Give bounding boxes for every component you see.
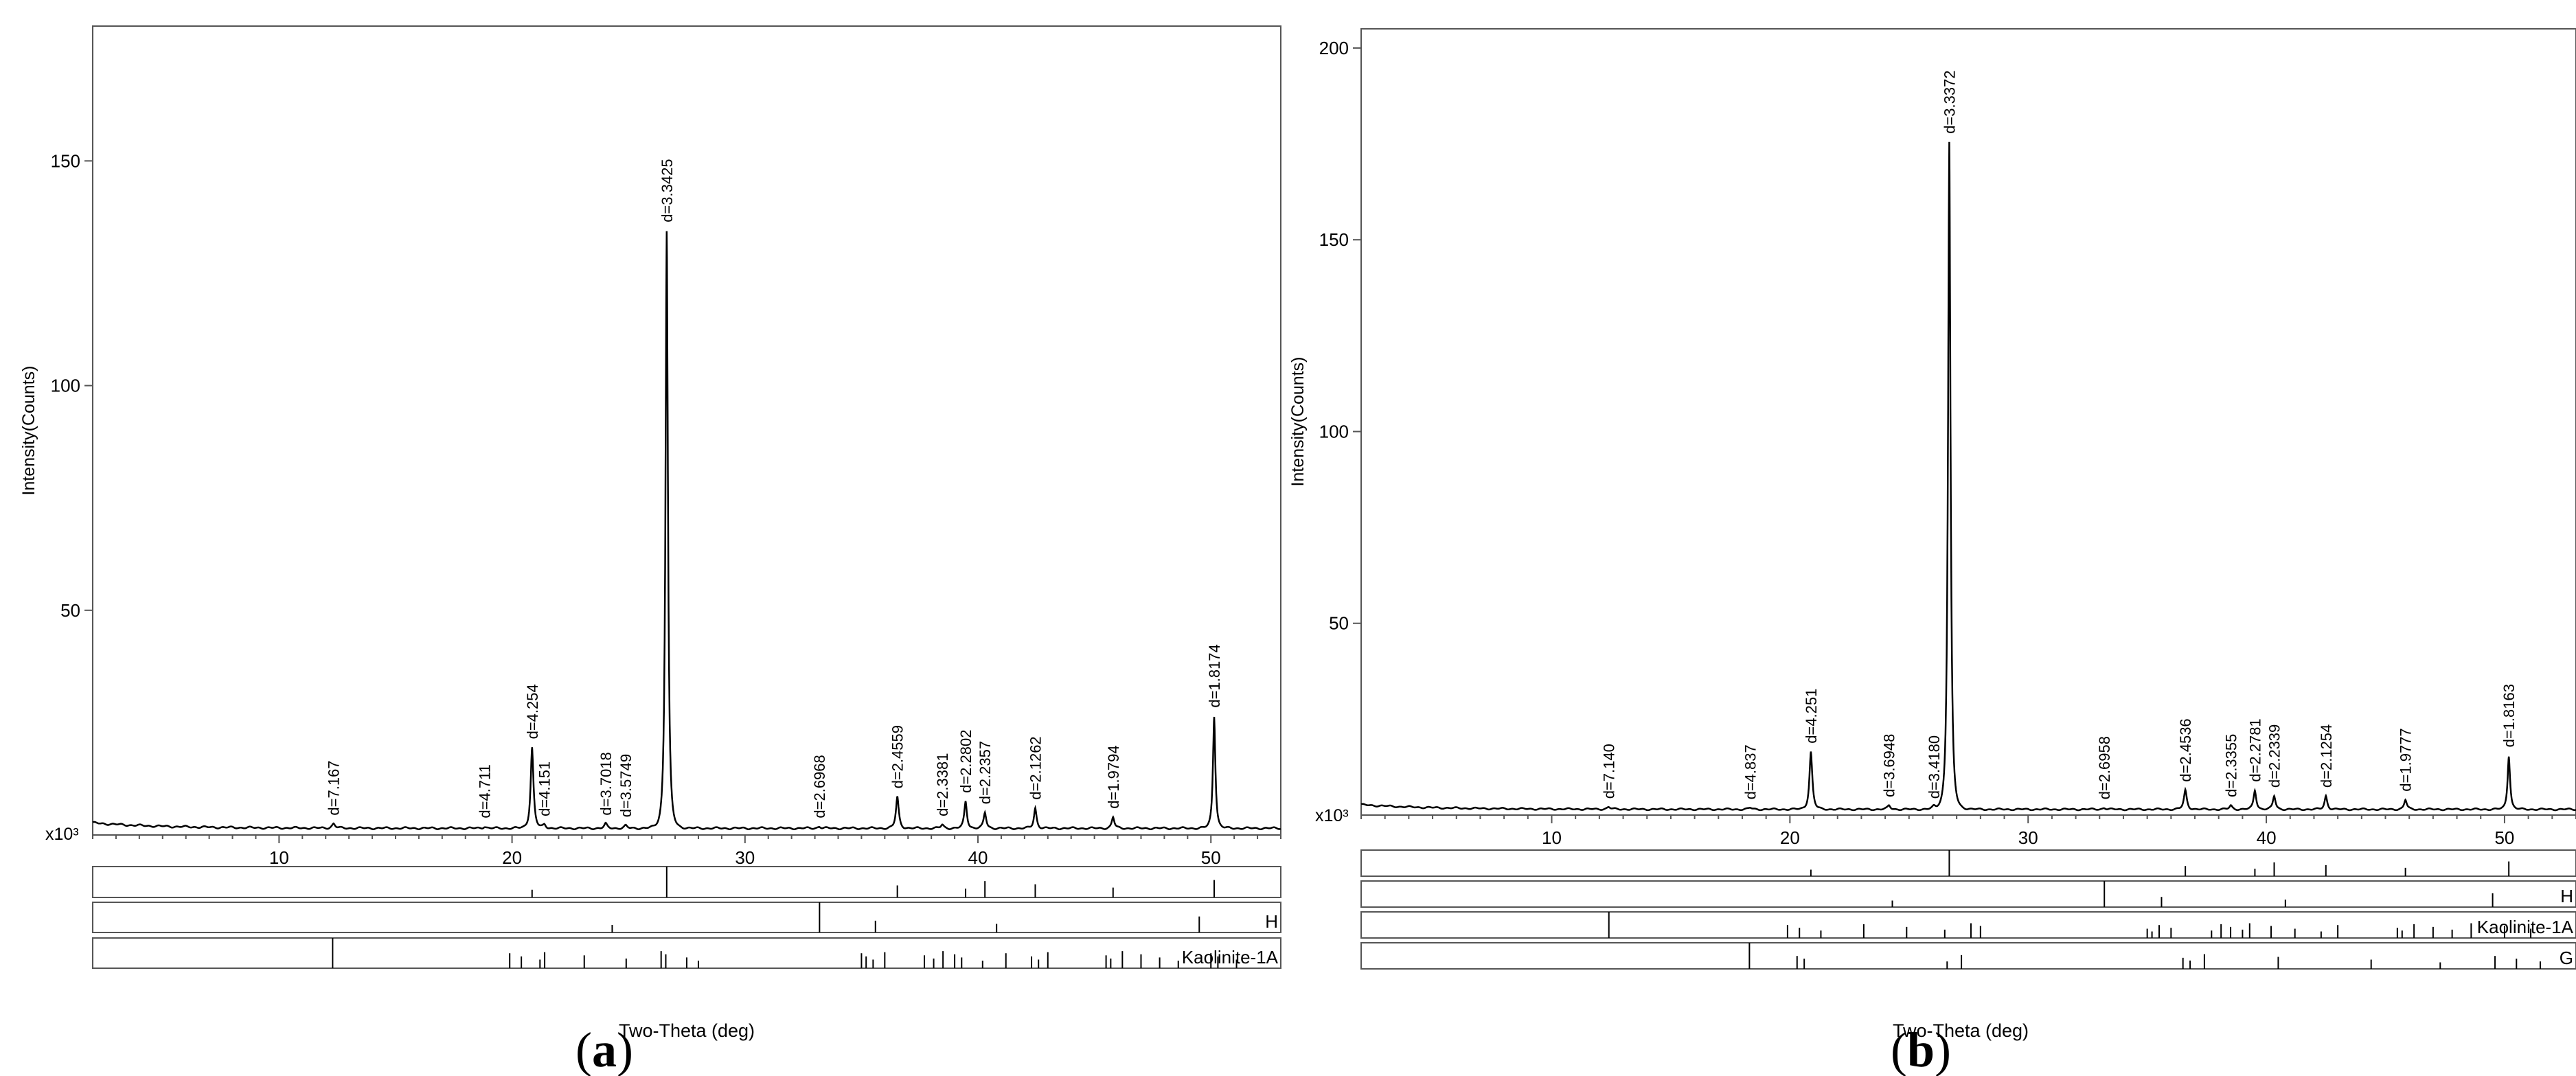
x-tick-label: 50 [1201,847,1221,868]
x-tick-label: 10 [1542,827,1562,848]
peak-label: d=1.8163 [2500,684,2518,747]
y-tick-label: 50 [60,600,80,621]
reference-phase-name: Kaolinite-1A [2477,917,2574,937]
panel-b-chart: 50 100 150 200 10 20 30 40 50 d=7.140 d=4.837 d=4… [1288,28,2576,1076]
peak-label: d=2.2802 [957,730,974,793]
peak-label: d=4.151 [536,762,554,816]
panel-a-x-ticks: 10 20 30 40 50 [92,835,1281,868]
reference-pattern-bar [1360,880,2576,908]
peak-label: d=2.6958 [2096,736,2113,799]
peak-label: d=2.1262 [1027,736,1045,799]
x-tick-label: 40 [968,847,988,868]
panel-b-diffraction-line [1360,141,2576,812]
reference-pattern-bar [92,902,1281,933]
panel-a-y-axis-label: Intensity(Counts) [19,366,38,496]
panel-a-y-multiplier-label: x10³ [45,825,79,844]
panel-b-label: (b) [1891,1022,1951,1076]
panel-a-y-ticks: 50 100 150 [51,150,93,621]
panel-b-y-multiplier-label: x10³ [1315,806,1349,825]
y-tick-label: 200 [1319,38,1349,58]
x-tick-label: 30 [735,847,755,868]
peak-label: d=2.4536 [2177,718,2194,781]
peak-label: d=1.8174 [1206,644,1223,707]
peak-label: d=3.7018 [597,752,615,815]
panel-a-x-axis-label: Two-Theta (deg) [619,1020,755,1041]
peak-label: d=7.167 [326,760,343,815]
peak-label: d=2.2357 [977,741,994,804]
peak-label: d=3.4180 [1926,735,1943,799]
y-tick-label: 150 [51,150,80,171]
x-tick-label: 10 [269,847,289,868]
peak-label: d=2.3381 [934,753,951,816]
x-tick-label: 20 [1780,827,1800,848]
panel-b-y-ticks: 50 100 150 200 [1319,38,1361,634]
reference-phase-name: G [2560,948,2573,968]
peak-label: d=2.3355 [2222,734,2239,797]
y-tick-label: 100 [51,376,80,396]
x-tick-label: 30 [2018,827,2038,848]
x-tick-label: 20 [502,847,522,868]
y-tick-label: 100 [1319,421,1349,442]
panel-a-label: (a) [575,1022,633,1076]
reference-phase-name: H [1265,911,1278,932]
peak-label: d=1.9777 [2397,728,2415,791]
peak-label: d=4.254 [524,684,541,739]
peak-label: d=4.251 [1803,689,1820,744]
panel-b-plot-frame [1360,28,2576,816]
peak-label: d=4.837 [1742,744,1759,799]
peak-label: d=3.5749 [617,754,635,817]
peak-label: d=2.2339 [2266,724,2283,788]
reference-phase-name: Kaolinite-1A [1182,947,1279,968]
x-tick-label: 50 [2494,827,2514,848]
y-tick-label: 150 [1319,229,1349,250]
peak-label: d=7.140 [1600,744,1617,799]
y-tick-label: 50 [1329,613,1349,634]
panel-a-plot-frame [92,25,1281,836]
reference-pattern-bar [1360,942,2576,970]
reference-pattern-bar [92,866,1281,898]
x-tick-label: 40 [2257,827,2277,848]
peak-label: d=2.2781 [2246,718,2264,781]
panel-a-chart: 50 100 150 10 20 30 40 50 d=7.167 d=4.711 d=4.25… [19,25,1281,1076]
panel-b-reference-bars: H Kaolinite-1A G [1360,849,2576,970]
reference-pattern-bar [1360,911,2576,939]
peak-label: d=2.4559 [889,725,907,788]
panel-a-diffraction-line [92,231,1281,831]
peak-label: d=3.3425 [659,159,676,222]
peak-label: d=3.6948 [1881,734,1898,797]
reference-pattern-bar [1360,849,2576,877]
reference-phase-name: H [2560,886,2573,906]
panel-b-x-axis-label: Two-Theta (deg) [1893,1020,2029,1041]
peak-label: d=2.6968 [811,755,828,818]
panel-b-peak-labels: d=7.140 d=4.837 d=4.251 d=3.6948 d=3.4180 d=3… [1600,70,2518,799]
peak-label: d=3.3372 [1941,70,1958,133]
peak-label: d=1.9794 [1105,745,1122,808]
peak-label: d=4.711 [477,764,494,819]
peak-label: d=2.1254 [2318,724,2335,788]
panel-a-reference-bars: H Kaolinite-1A [92,866,1281,969]
panel-b-x-ticks: 10 20 30 40 50 [1360,815,2576,848]
panel-b-y-axis-label: Intensity(Counts) [1288,357,1308,487]
